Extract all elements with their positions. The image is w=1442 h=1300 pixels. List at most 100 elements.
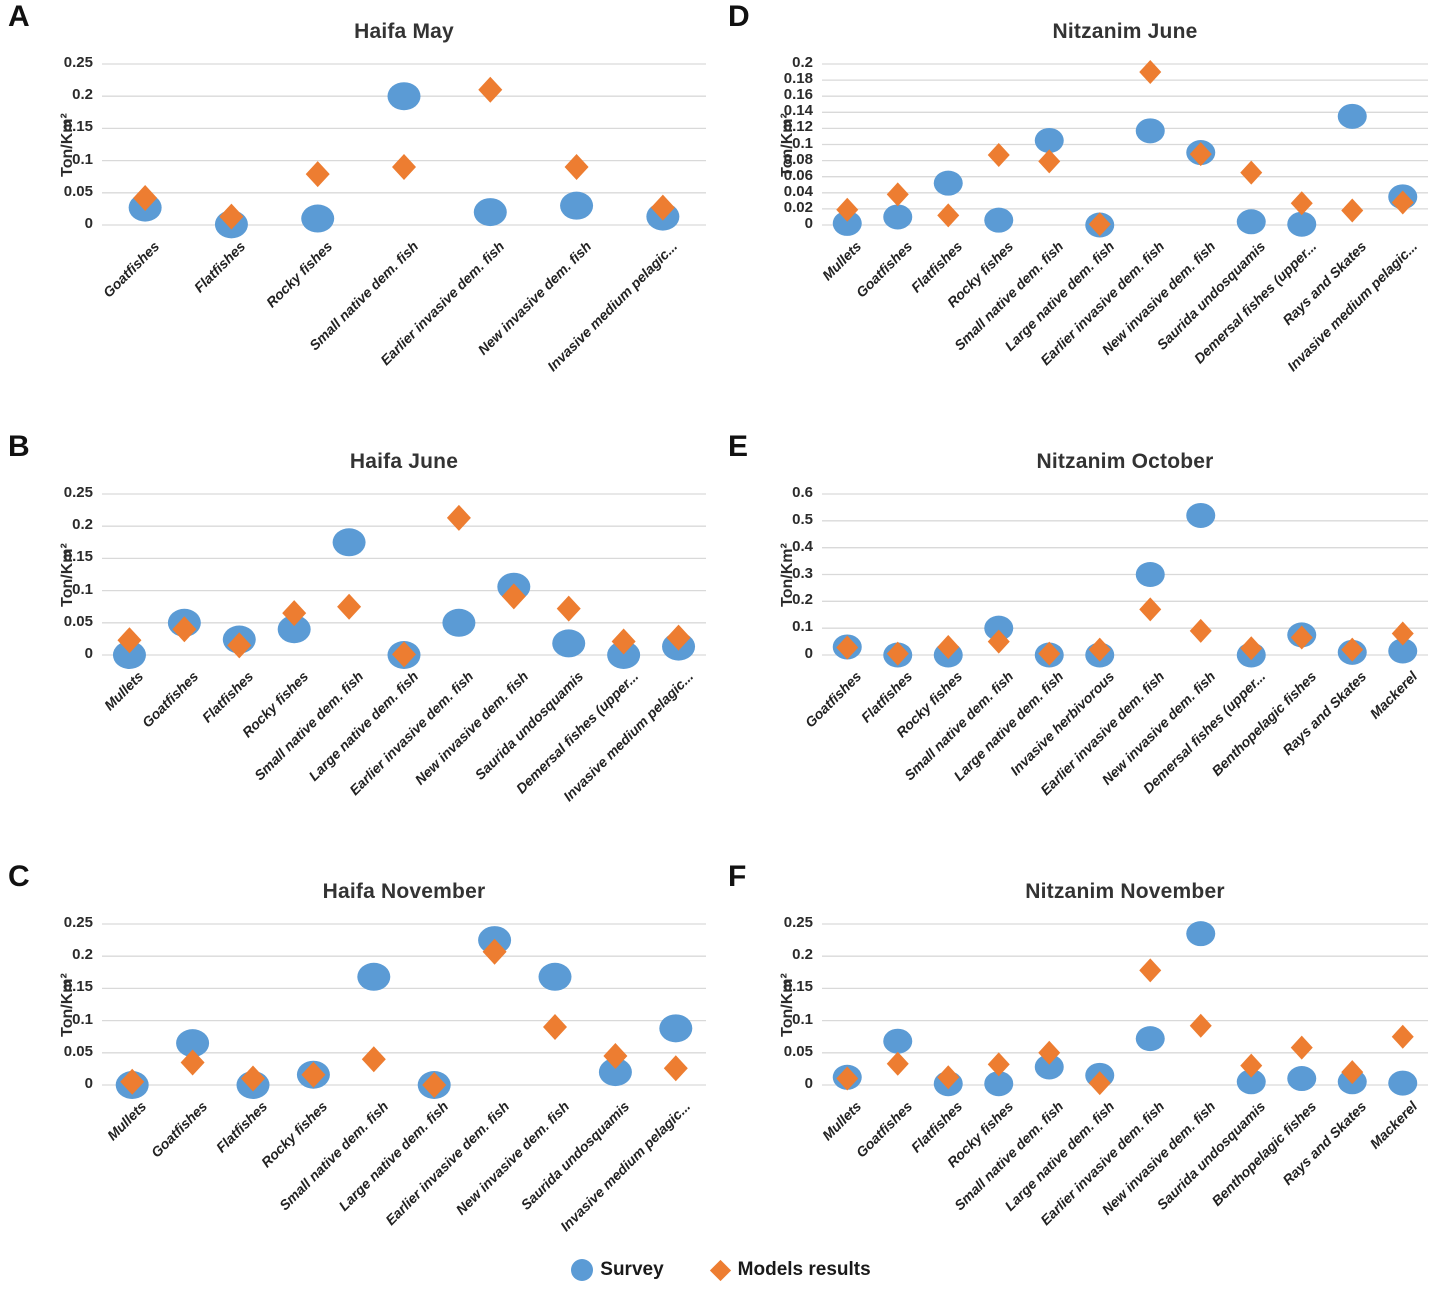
survey-point <box>176 1029 210 1058</box>
models-point <box>392 154 416 181</box>
models-point <box>937 634 960 659</box>
y-tick-label: 0.08 <box>783 150 813 168</box>
legend: Survey Models results <box>0 1248 1442 1292</box>
models-point <box>227 632 252 659</box>
y-tick-label: 0.1 <box>792 618 813 636</box>
y-tick-label: 0.1 <box>792 134 813 152</box>
models-point <box>987 1052 1010 1077</box>
y-tick-label: 0.12 <box>783 118 813 136</box>
models-point <box>564 154 589 181</box>
models-point <box>337 593 362 620</box>
survey-point <box>984 207 1014 233</box>
survey-point <box>933 170 963 196</box>
models-point <box>241 1065 265 1092</box>
models-point <box>1240 636 1263 661</box>
models-point <box>987 629 1010 654</box>
models-point <box>1139 597 1162 622</box>
survey-point <box>357 962 391 991</box>
panel-haifa-may: A Haifa May 0 0.05 0.1 0.15 0.2 0.25 Goatfishe… <box>0 0 720 430</box>
models-point <box>666 624 691 651</box>
chart-canvas-c: 0 0.05 0.1 0.15 0.2 0.25 Mullets Goatfishes Flat… <box>0 860 720 1240</box>
models-point <box>1038 641 1061 666</box>
y-tick-label: 0.2 <box>72 516 93 534</box>
models-point <box>1290 191 1313 216</box>
y-tick-label: 0.02 <box>783 198 813 216</box>
survey-point <box>1135 562 1165 587</box>
survey-point <box>607 641 641 669</box>
models-point <box>663 1055 688 1082</box>
panel-haifa-november: C Haifa November 0 0.05 0.1 0.15 0.2 0.25 Mull… <box>0 860 720 1240</box>
survey-point <box>112 641 146 669</box>
models-point <box>361 1046 386 1073</box>
panel-letter-e: E <box>728 430 749 463</box>
survey-point <box>984 1071 1014 1097</box>
models-point <box>120 1068 145 1095</box>
survey-point <box>1034 1054 1064 1080</box>
y-tick-label: 0.05 <box>63 182 93 200</box>
models-point <box>937 203 960 228</box>
models-point <box>556 595 581 622</box>
models-point <box>1391 1024 1414 1049</box>
models-point <box>543 1014 567 1041</box>
chart-title-nitzanim-june: Nitzanim June <box>1052 20 1198 43</box>
y-tick-label: 0.1 <box>72 580 93 598</box>
y-tick-label: 0.2 <box>792 591 813 609</box>
survey-point <box>301 204 335 233</box>
y-tick-label: 0.15 <box>63 548 93 566</box>
y-tick-label: 0.15 <box>63 978 93 996</box>
survey-point <box>442 608 476 637</box>
chart-canvas-f: 0 0.05 0.1 0.15 0.2 0.25 Mullets Goatfishes Flat… <box>720 860 1442 1240</box>
plot-area <box>822 493 1428 668</box>
models-point <box>1088 637 1111 662</box>
y-tick-label: 0.1 <box>72 1010 93 1028</box>
survey-point <box>332 528 366 557</box>
y-tick-label: 0.4 <box>792 537 813 555</box>
y-axis-title: Ton/Km² <box>779 972 796 1037</box>
y-tick-label: 0.05 <box>783 1042 813 1060</box>
y-tick-label: 0.2 <box>792 946 813 964</box>
y-tick-label: 0.15 <box>783 978 813 996</box>
survey-point <box>1236 1069 1266 1095</box>
plot-area <box>822 921 1428 1097</box>
models-point <box>1341 637 1364 662</box>
models-point <box>478 76 503 103</box>
chart-title-nitzanim-october: Nitzanim October <box>1036 450 1214 473</box>
y-tick-label: 0 <box>804 1075 813 1092</box>
survey-point <box>538 962 572 991</box>
y-tick-label: 0.25 <box>63 54 93 71</box>
y-tick-label: 0.5 <box>792 510 813 528</box>
models-point <box>219 203 244 230</box>
y-tick-label: 0.05 <box>63 1042 93 1060</box>
chart-canvas-a: 0 0.05 0.1 0.15 0.2 0.25 Goatfishes Flatfishes R… <box>0 0 720 430</box>
plot-area <box>102 923 706 1099</box>
models-point <box>836 635 859 660</box>
survey-point <box>883 1028 913 1054</box>
legend-models-label: Models results <box>737 1259 871 1280</box>
y-axis-title: Ton/Km² <box>779 542 796 607</box>
models-point <box>172 616 197 643</box>
y-tick-label: 0.16 <box>783 86 813 104</box>
y-tick-label: 0.6 <box>792 484 813 501</box>
survey-point <box>1236 209 1266 235</box>
survey-point <box>473 198 507 227</box>
survey-point <box>1135 1026 1165 1052</box>
models-point <box>1240 1053 1263 1078</box>
y-tick-label: 0 <box>804 645 813 662</box>
panel-letter-d: D <box>728 0 750 33</box>
models-point <box>937 1065 960 1090</box>
models-point <box>611 628 636 655</box>
y-tick-label: 0.18 <box>783 70 813 88</box>
chart-canvas-d: 0 0.02 0.04 0.06 0.08 0.1 0.12 0.14 0.16 0.18 0.2 M… <box>720 0 1442 430</box>
chart-title-haifa-may: Haifa May <box>354 20 454 43</box>
y-tick-label: 0.15 <box>63 118 93 136</box>
models-point <box>1038 149 1061 174</box>
models-point <box>501 583 526 610</box>
models-point <box>1088 212 1111 237</box>
models-point <box>133 184 158 211</box>
plot-area <box>822 60 1428 238</box>
legend-survey-label: Survey <box>600 1259 664 1280</box>
panel-nitzanim-june: D Nitzanim June 0 0.02 0.04 0.06 0.08 0.1 0.12… <box>720 0 1442 430</box>
models-point <box>1240 160 1263 185</box>
models-diamond-icon <box>709 1259 731 1281</box>
